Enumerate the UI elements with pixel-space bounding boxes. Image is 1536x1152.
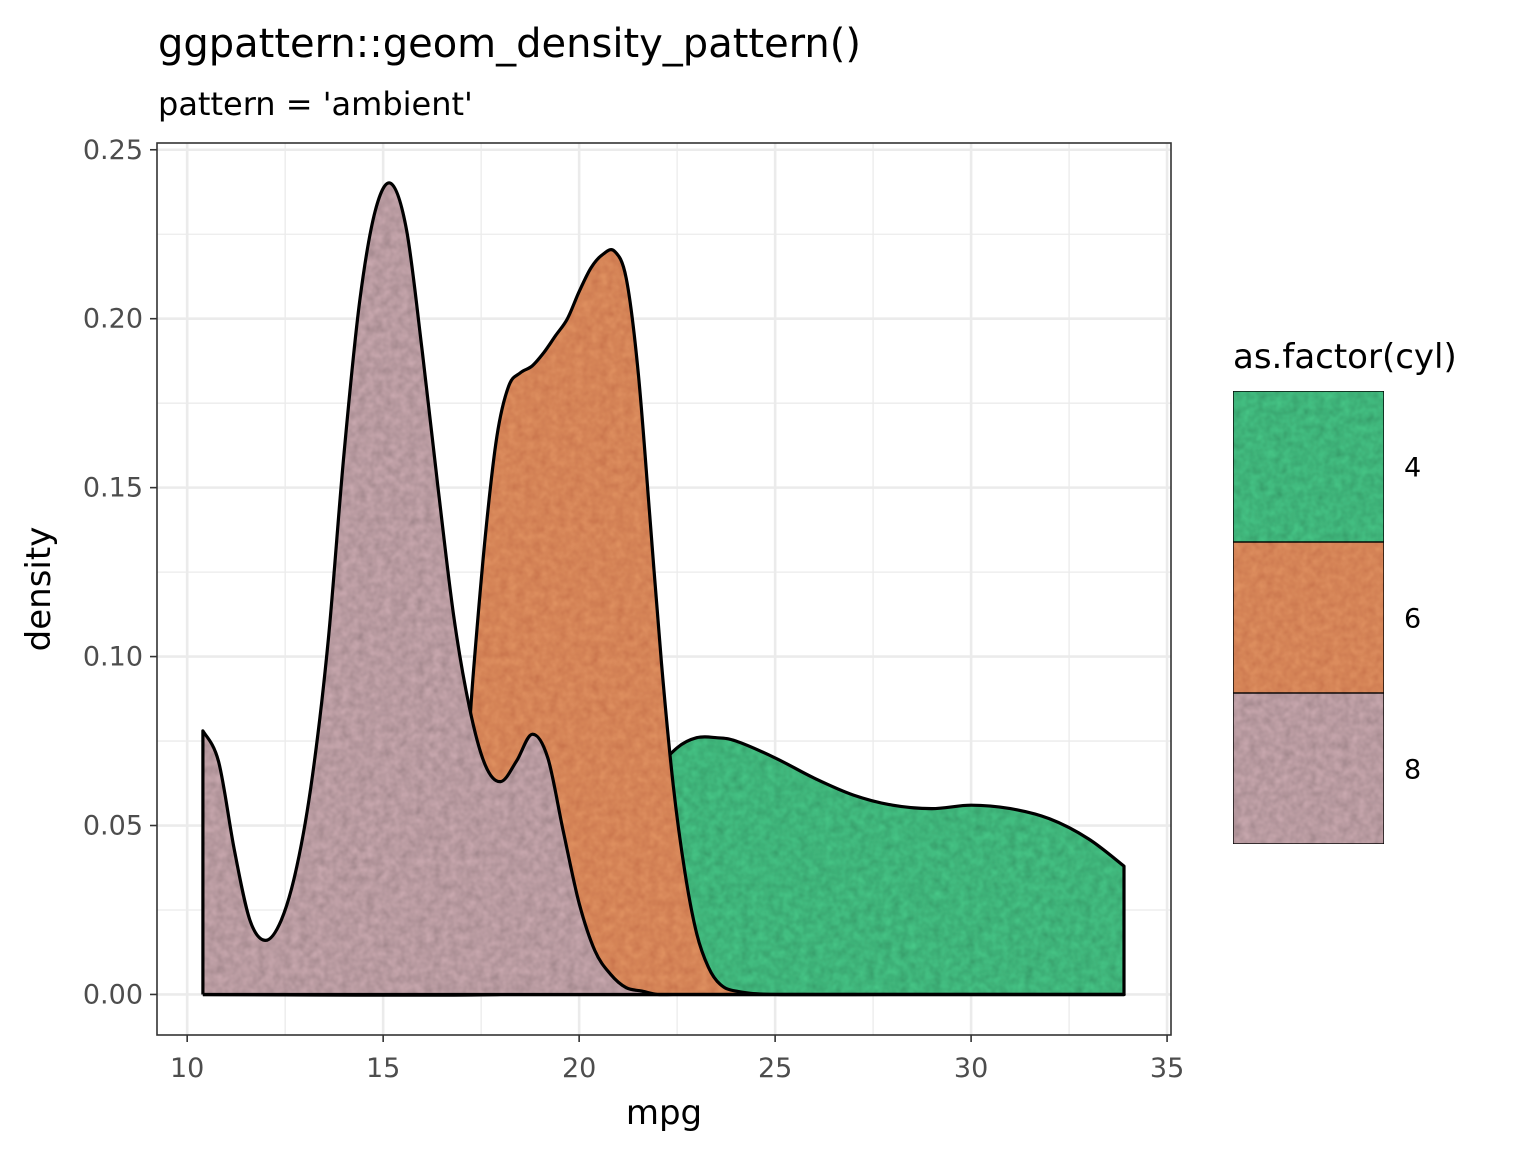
y-tick-label: 0.10 [83,642,143,673]
legend-title: as.factor(cyl) [1233,337,1457,377]
chart-title: ggpattern::geom_density_pattern() [158,21,861,67]
chart-subtitle: pattern = 'ambient' [158,85,473,123]
x-tick-label: 30 [954,1053,988,1084]
y-axis: 0.00 0.05 0.10 0.15 0.20 0.25 [83,135,157,1010]
x-axis: 10 15 20 25 30 35 [170,1035,1184,1084]
plot-border [156,142,1172,1036]
y-tick-label: 0.05 [83,811,143,842]
legend-key-cyl-4 [1232,390,1385,543]
density-outline-cyl-8 [201,181,1126,997]
density-areas [201,181,1126,997]
legend-label: 4 [1404,453,1421,484]
x-tick-label: 20 [562,1053,596,1084]
x-tick-label: 15 [366,1053,400,1084]
y-tick-label: 0.15 [83,473,143,504]
legend-key-cyl-6 [1232,541,1385,694]
y-tick-label: 0.00 [83,979,143,1010]
x-tick-label: 10 [170,1053,204,1084]
legend-label: 8 [1404,755,1421,786]
y-tick-label: 0.25 [83,135,143,166]
legend-key-cyl-8 [1232,692,1385,845]
density-area-cyl-8 [202,182,1124,995]
x-axis-title: mpg [626,1093,702,1133]
legend-label: 6 [1404,604,1421,635]
density-area-cyl-6 [202,249,1124,995]
x-tick-label: 25 [758,1053,792,1084]
y-axis-title: density [19,527,59,652]
y-tick-label: 0.20 [83,304,143,335]
legend: 4 6 8 [1232,390,1421,845]
x-tick-label: 35 [1150,1053,1184,1084]
